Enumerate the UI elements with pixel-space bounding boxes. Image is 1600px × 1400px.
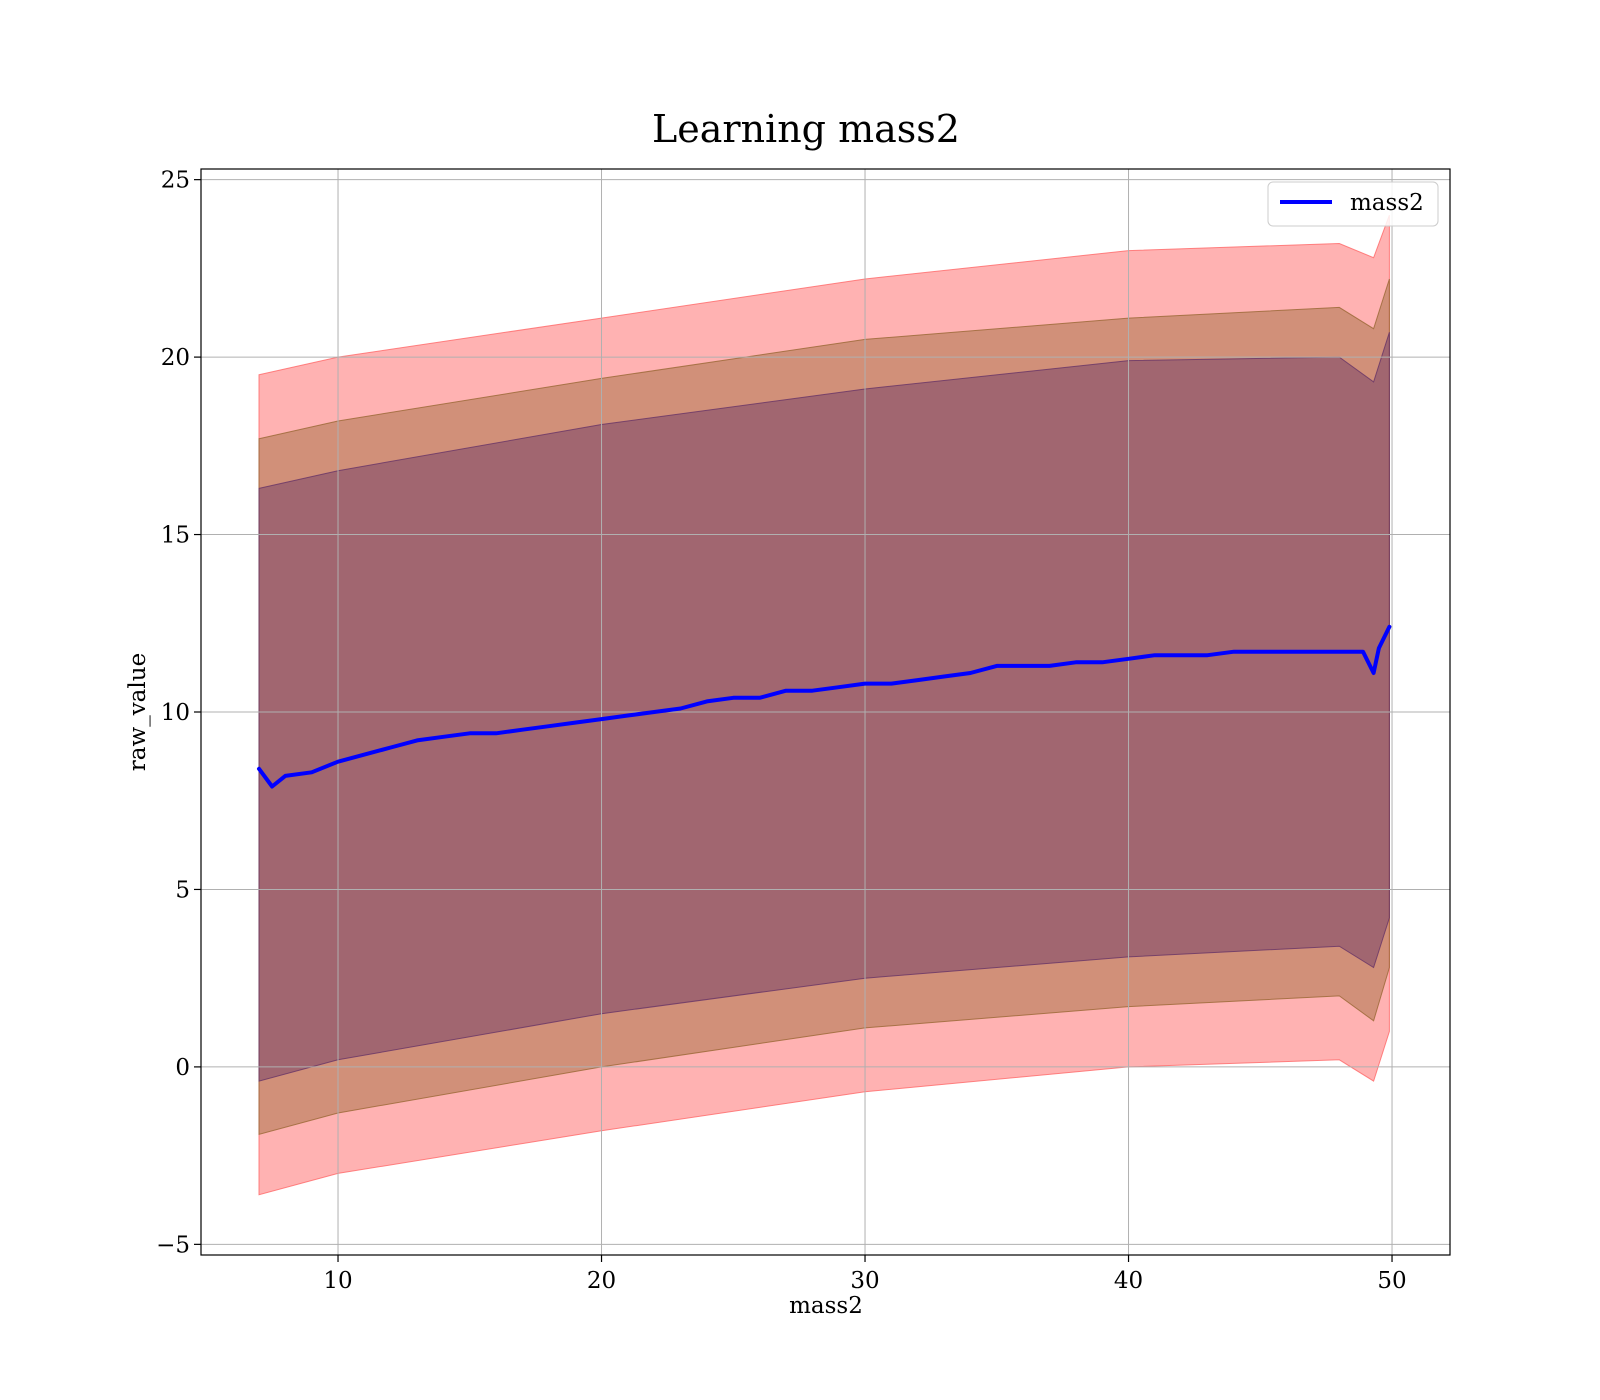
y-tick-label: 25 (161, 168, 190, 194)
y-axis-label: raw_value (125, 653, 151, 771)
legend-label: mass2 (1350, 190, 1424, 216)
x-tick-label: 30 (850, 1268, 879, 1294)
series-line-mass2 (257, 624, 1392, 789)
series-lines (257, 624, 1392, 789)
confidence-band-3 (258, 332, 1390, 1082)
y-tick-label: 5 (175, 877, 190, 903)
legend: mass2 (1267, 181, 1439, 227)
x-tick-label: 10 (323, 1268, 352, 1294)
x-tick-label: 40 (1114, 1268, 1143, 1294)
chart-title: Learning mass2 (652, 107, 960, 151)
y-axis-ticks: −5 0 5 10 15 20 25 (156, 168, 201, 1258)
y-tick-label: 10 (161, 700, 190, 726)
y-tick-label: −5 (156, 1232, 190, 1258)
y-tick-label: 15 (161, 523, 190, 549)
y-tick-label: 0 (175, 1055, 190, 1081)
grid (201, 169, 1450, 1255)
x-tick-label: 50 (1377, 1268, 1406, 1294)
y-tick-label: 20 (161, 345, 190, 371)
x-axis-ticks: 10 20 30 40 50 (323, 1255, 1407, 1294)
legend-box (1267, 181, 1439, 227)
x-axis-label: mass2 (789, 1293, 863, 1319)
confidence-bands (258, 214, 1390, 1196)
x-tick-label: 20 (587, 1268, 616, 1294)
confidence-band-2 (258, 278, 1390, 1135)
confidence-band-1 (258, 214, 1390, 1196)
